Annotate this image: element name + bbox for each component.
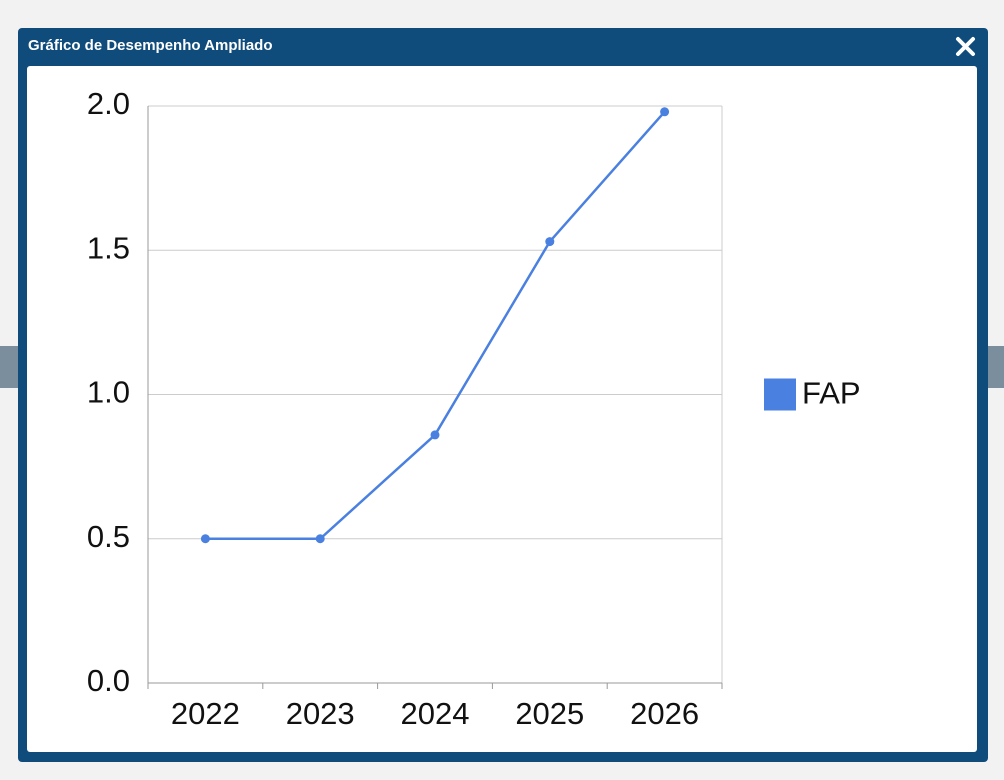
legend-swatch	[764, 378, 796, 411]
chart: 0.0 0.5 1.0 1.5 2.0 2022 2023 2024 2025 2026 FAP	[87, 86, 861, 731]
x-tick-label: 2024	[401, 696, 470, 731]
x-tick-label: 2023	[286, 696, 355, 731]
y-tick-label: 1.0	[87, 375, 130, 410]
dialog-title: Gráfico de Desempenho Ampliado	[28, 37, 273, 54]
point	[545, 237, 555, 247]
y-tick-label: 0.0	[87, 663, 130, 698]
dialog-body	[27, 66, 977, 752]
x-tick-label: 2025	[515, 696, 584, 731]
x-tick-label: 2022	[171, 696, 240, 731]
point	[200, 534, 210, 544]
point	[660, 107, 670, 117]
close-icon	[956, 37, 975, 56]
legend-label: FAP	[802, 376, 861, 411]
point	[315, 534, 325, 544]
y-tick-label: 2.0	[87, 86, 130, 121]
point	[430, 430, 440, 440]
y-tick-label: 1.5	[87, 230, 130, 265]
x-tick-label: 2026	[630, 696, 699, 731]
close-button[interactable]	[952, 34, 978, 60]
y-tick-label: 0.5	[87, 519, 130, 554]
